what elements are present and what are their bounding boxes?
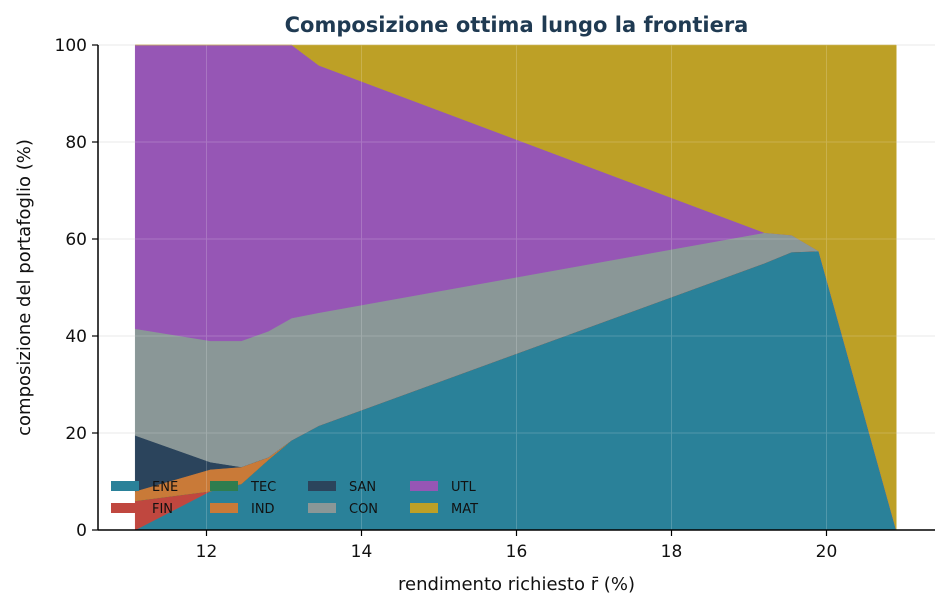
y-tick-label: 60: [65, 230, 87, 250]
legend-swatch: [111, 503, 139, 513]
legend-label: MAT: [451, 502, 478, 517]
legend-item-san: SAN: [308, 480, 376, 495]
legend-item-tec: TEC: [210, 480, 276, 495]
y-tick-label: 80: [65, 133, 87, 153]
y-tick-label: 0: [76, 521, 87, 541]
legend-label: ENE: [152, 480, 178, 495]
legend-swatch: [410, 481, 438, 491]
legend-label: UTL: [451, 480, 476, 495]
y-axis-label: composizione del portafoglio (%): [14, 139, 35, 436]
legend-item-mat: MAT: [410, 502, 478, 517]
legend-item-con: CON: [308, 502, 378, 517]
x-axis-label: rendimento richiesto r̄ (%): [398, 574, 635, 595]
legend-swatch: [308, 481, 336, 491]
y-tick-label: 100: [55, 36, 87, 56]
legend-label: IND: [251, 502, 275, 517]
x-tick-label: 20: [816, 542, 838, 562]
y-tick-label: 20: [65, 424, 87, 444]
x-tick-label: 18: [661, 542, 683, 562]
legend-swatch: [410, 503, 438, 513]
y-tick-label: 40: [65, 327, 87, 347]
legend-label: TEC: [250, 480, 276, 495]
chart-title: Composizione ottima lungo la frontiera: [285, 13, 749, 37]
legend-item-fin: FIN: [111, 502, 173, 517]
legend-item-utl: UTL: [410, 480, 476, 495]
x-tick-label: 16: [506, 542, 528, 562]
tick-labels: 12 14 16 18 20 0 20 40 60 80 100: [55, 36, 838, 562]
legend-item-ind: IND: [210, 502, 275, 517]
legend-swatch: [210, 481, 238, 491]
legend-swatch: [210, 503, 238, 513]
x-tick-label: 12: [196, 542, 218, 562]
legend-swatch: [308, 503, 336, 513]
legend-label: FIN: [152, 502, 173, 517]
x-tick-label: 14: [351, 542, 373, 562]
legend-swatch: [111, 481, 139, 491]
area-mat: [135, 44, 897, 531]
legend-label: SAN: [349, 480, 376, 495]
legend-label: CON: [349, 502, 378, 517]
area-series: [98, 44, 935, 531]
legend-item-ene: ENE: [111, 480, 178, 495]
legend: ENE FIN TEC IND SAN CON UTL MAT: [111, 480, 478, 517]
